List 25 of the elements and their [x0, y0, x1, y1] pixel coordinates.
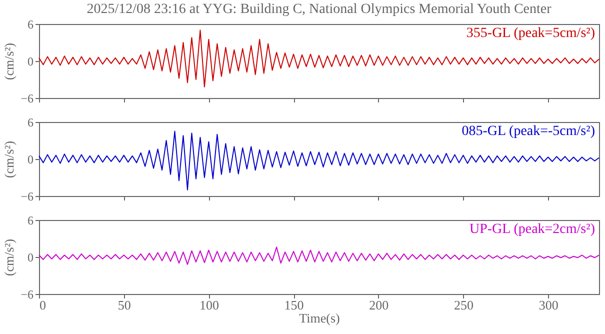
y-axis-title: (cm/s²) [2, 238, 17, 276]
y-tick-label: −6 [20, 288, 34, 302]
chart-title: 2025/12/08 23:16 at YYG: Building C, National Olympics Memorial Youth Center [86, 2, 552, 17]
series-label: 355-GL (peak=5cm/s²) [466, 26, 596, 41]
x-tick-label: 200 [369, 298, 389, 312]
y-tick-label: 6 [28, 18, 34, 32]
x-tick-label: 300 [538, 298, 558, 312]
x-tick-label: 50 [118, 298, 131, 312]
x-tick-label: 0 [40, 298, 46, 312]
y-tick-label: 0 [28, 54, 34, 68]
line-series [38, 246, 600, 265]
x-tick-label: 100 [199, 298, 219, 312]
y-tick-label: 0 [28, 250, 34, 264]
series-label: UP-GL (peak=2cm/s²) [470, 222, 596, 237]
x-tick-label: 150 [284, 298, 304, 312]
y-tick-label: 0 [28, 152, 34, 166]
x-axis-title: Time(s) [299, 310, 340, 326]
y-tick-label: 6 [28, 214, 34, 228]
series-label: 085-GL (peak=-5cm/s²) [462, 124, 596, 139]
y-axis-title: (cm/s²) [2, 42, 17, 80]
y-tick-label: −6 [20, 190, 34, 204]
y-axis-title: (cm/s²) [2, 140, 17, 178]
x-tick-label: 250 [454, 298, 474, 312]
y-tick-label: −6 [20, 92, 34, 106]
y-tick-label: 6 [28, 116, 34, 130]
